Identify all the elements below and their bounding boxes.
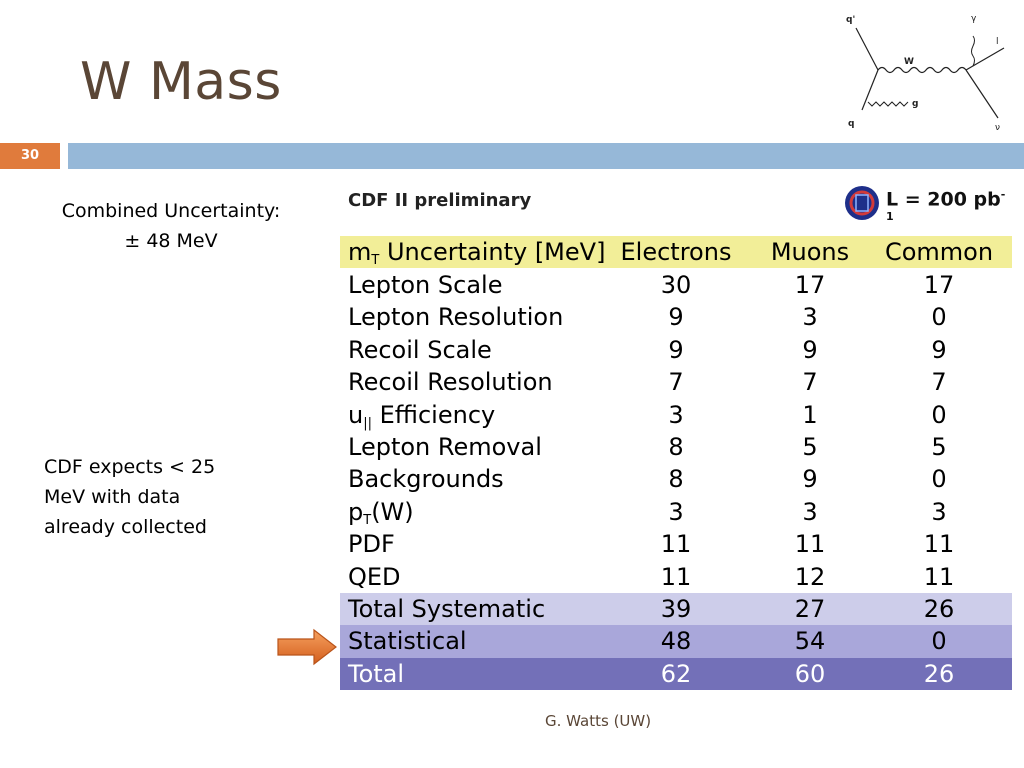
feynman-diagram: q' γ l W g q ν: [846, 14, 1005, 133]
combined-uncertainty-value: ± 48 MeV: [124, 230, 218, 252]
cell-electrons: 9: [668, 303, 684, 332]
table-row-total-systematic: Total Systematic 39 27 26: [340, 593, 1012, 626]
row-label: Lepton Removal: [348, 433, 542, 461]
table-row-statistical: Statistical 48 54 0: [340, 625, 1012, 658]
diagram-label-nu: ν: [995, 123, 1000, 133]
cell-common: 0: [931, 303, 947, 332]
row-label: Lepton Scale: [348, 271, 503, 299]
cell-muons: 9: [802, 465, 818, 494]
cell-muons: 27: [794, 595, 826, 623]
table-row: Recoil Scale 9 9 9: [340, 334, 1012, 366]
cdf-logo-icon: [845, 186, 879, 220]
row-label: Backgrounds: [348, 465, 504, 494]
cdf-expectation-note: CDF expects < 25 MeV with data already c…: [44, 452, 284, 542]
column-header-common: Common: [884, 238, 994, 266]
cell-electrons: 3: [668, 497, 684, 526]
table-row: QED 11 12 11: [340, 561, 1012, 593]
cell-common: 3: [931, 497, 947, 526]
column-header-electrons: Electrons: [620, 238, 732, 266]
footer-author: G. Watts (UW): [545, 712, 652, 730]
cell-electrons: 8: [668, 433, 684, 461]
cell-muons: 3: [802, 497, 818, 526]
cell-common: 26: [923, 659, 955, 688]
cell-electrons: 3: [668, 400, 684, 429]
cell-common: 11: [923, 562, 955, 591]
combined-uncertainty-label: Combined Uncertainty:: [61, 200, 281, 222]
slide-number: 30: [0, 143, 60, 169]
diagram-label-q: q: [848, 119, 854, 129]
uncertainty-table: CDF II preliminary L = 200 pb-1 mT Uncer…: [340, 180, 1012, 694]
cell-common: 7: [931, 368, 947, 397]
cell-common: 9: [931, 335, 947, 364]
column-header-uncertainty: mT Uncertainty [MeV]: [348, 238, 606, 268]
cell-muons: 60: [794, 659, 826, 688]
cdf-expectation-line-2: MeV with data: [44, 486, 181, 508]
cell-electrons: 48: [660, 627, 692, 656]
column-header-muons: Muons: [770, 238, 850, 266]
table-row: Recoil Resolution 7 7 7: [340, 366, 1012, 398]
luminosity-value: L = 200 pb: [886, 188, 1001, 211]
row-label: Statistical: [348, 627, 467, 656]
cell-electrons: 11: [660, 530, 692, 559]
row-label: u|| Efficiency: [348, 400, 496, 431]
row-label: PDF: [348, 530, 395, 559]
cell-electrons: 9: [668, 335, 684, 364]
table-row: Lepton Scale 30 17 17: [340, 269, 1012, 301]
table-row: u|| Efficiency 3 1 0: [340, 399, 1012, 431]
row-label: Total: [348, 659, 405, 688]
luminosity-exponent: -1: [886, 188, 1006, 224]
cell-electrons: 11: [660, 562, 692, 591]
diagram-label-qprime: q': [846, 15, 855, 25]
luminosity-label: L = 200 pb-1: [886, 188, 1012, 233]
cell-muons: 17: [794, 271, 826, 299]
table-row: Backgrounds 8 9 0: [340, 463, 1012, 495]
cell-electrons: 39: [660, 595, 692, 623]
table-row: Lepton Removal 8 5 5: [340, 431, 1012, 463]
row-label: QED: [348, 562, 401, 591]
cell-muons: 5: [802, 433, 818, 461]
cell-muons: 9: [802, 335, 818, 364]
cell-electrons: 8: [668, 465, 684, 494]
cell-common: 0: [931, 465, 947, 494]
row-label: Recoil Resolution: [348, 368, 553, 397]
table-row: Lepton Resolution 9 3 0: [340, 301, 1012, 333]
cell-muons: 1: [802, 400, 818, 429]
arrow-right-icon: [277, 628, 337, 666]
cell-muons: 54: [794, 627, 826, 656]
diagram-label-g: g: [912, 99, 918, 109]
table-row-total: Total 62 60 26: [340, 657, 1012, 691]
table-row: PDF 11 11 11: [340, 528, 1012, 560]
cell-electrons: 7: [668, 368, 684, 397]
cell-muons: 12: [794, 562, 826, 591]
diagram-label-w: W: [904, 57, 914, 67]
cdf-expectation-line-3: already collected: [44, 516, 207, 538]
slide-title: W Mass: [80, 52, 282, 112]
cell-electrons: 30: [660, 271, 692, 299]
cell-common: 11: [923, 530, 955, 559]
cell-muons: 11: [794, 530, 826, 559]
cell-common: 0: [931, 627, 947, 656]
table-source: CDF II preliminary: [348, 190, 532, 211]
row-label: Total Systematic: [348, 595, 546, 623]
table-row: pT(W) 3 3 3: [340, 496, 1012, 528]
cell-electrons: 62: [660, 659, 692, 688]
cell-muons: 3: [802, 303, 818, 332]
row-label: pT(W): [348, 497, 414, 528]
combined-uncertainty-note: Combined Uncertainty: ± 48 MeV: [30, 196, 312, 256]
cdf-expectation-line-1: CDF expects < 25: [44, 456, 216, 478]
header-band: [68, 143, 1024, 169]
cell-common: 0: [931, 400, 947, 429]
row-label: Lepton Resolution: [348, 303, 564, 332]
cell-common: 26: [923, 595, 955, 623]
cell-muons: 7: [802, 368, 818, 397]
table-caption: CDF II preliminary L = 200 pb-1: [340, 180, 1012, 228]
cell-common: 5: [931, 433, 947, 461]
table-header-row: mT Uncertainty [MeV] Electrons Muons Com…: [340, 236, 1012, 269]
diagram-label-gamma: γ: [971, 14, 977, 24]
diagram-label-lepton: l: [996, 37, 999, 47]
row-label: Recoil Scale: [348, 335, 492, 364]
cell-common: 17: [923, 271, 955, 299]
